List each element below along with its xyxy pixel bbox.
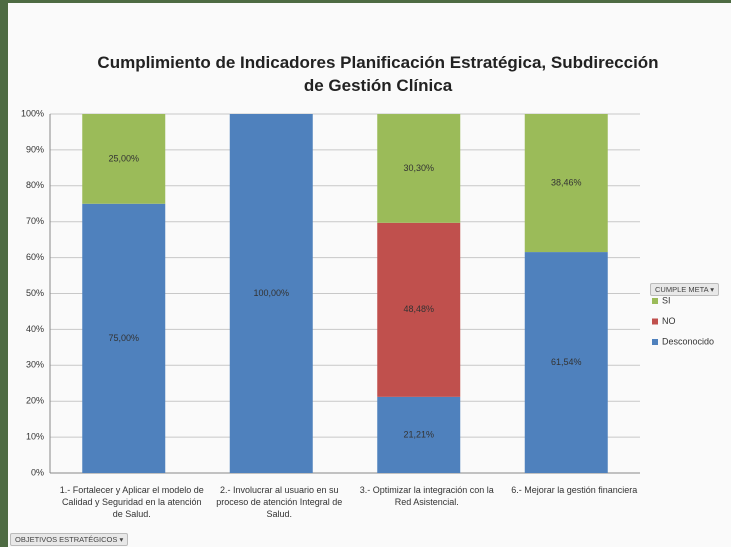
- bar-segment: [229, 114, 313, 473]
- y-tick-label: 20%: [26, 396, 44, 406]
- chart-title: Cumplimiento de Indicadores Planificació…: [97, 53, 659, 95]
- data-label: 21,21%: [403, 429, 434, 439]
- legend-filter[interactable]: CUMPLE META ▾: [650, 283, 720, 296]
- x-tick-label: 1.- Fortalecer y Aplicar el modelo de Ca…: [59, 485, 204, 519]
- bar-segment: [377, 222, 461, 397]
- x-tick-label: 3.- Optimizar la integración con la Red …: [359, 485, 494, 507]
- data-label: 48,48%: [403, 304, 434, 314]
- data-label: 38,46%: [551, 177, 582, 187]
- y-tick-label: 60%: [26, 252, 44, 262]
- bar-segment: [524, 114, 608, 253]
- x-tick-label: 6.- Mejorar la gestión financiera: [511, 485, 638, 495]
- y-tick-label: 100%: [21, 108, 44, 118]
- legend-swatch: [652, 298, 658, 304]
- x-tick-label: 2.- Involucrar al usuario en su proceso …: [216, 485, 343, 519]
- y-tick-label: 70%: [26, 216, 44, 226]
- legend-label: NO: [662, 316, 676, 326]
- y-tick-label: 40%: [26, 324, 44, 334]
- data-label: 25,00%: [108, 153, 139, 163]
- field-button-label: OBJETIVOS ESTRATÉGICOS: [15, 535, 118, 544]
- y-tick-label: 30%: [26, 360, 44, 370]
- field-button[interactable]: OBJETIVOS ESTRATÉGICOS ▾: [10, 533, 129, 546]
- data-label: 30,30%: [403, 163, 434, 173]
- y-tick-label: 90%: [26, 144, 44, 154]
- bar-segment: [377, 396, 461, 473]
- y-tick-label: 50%: [26, 288, 44, 298]
- chart: 0% 10% 20% 30% 40% 50% 60% 70% 80% 90% 100% 75,00% 2…: [21, 108, 714, 477]
- data-label: 75,00%: [108, 333, 139, 343]
- legend-label: Desconocido: [662, 336, 714, 346]
- y-tick-label: 10%: [26, 431, 44, 441]
- y-tick-label: 0%: [31, 467, 44, 477]
- bar-segment: [82, 114, 166, 204]
- legend-label: SI: [662, 295, 671, 305]
- data-label: 61,54%: [551, 357, 582, 367]
- bar-segment: [377, 114, 461, 223]
- legend-title: CUMPLE META: [655, 285, 709, 294]
- legend-swatch: [652, 339, 658, 345]
- bar-segment: [524, 252, 608, 473]
- y-tick-label: 80%: [26, 180, 44, 190]
- legend-swatch: [652, 318, 658, 325]
- data-label: 100,00%: [253, 288, 289, 298]
- bar-segment: [82, 203, 166, 473]
